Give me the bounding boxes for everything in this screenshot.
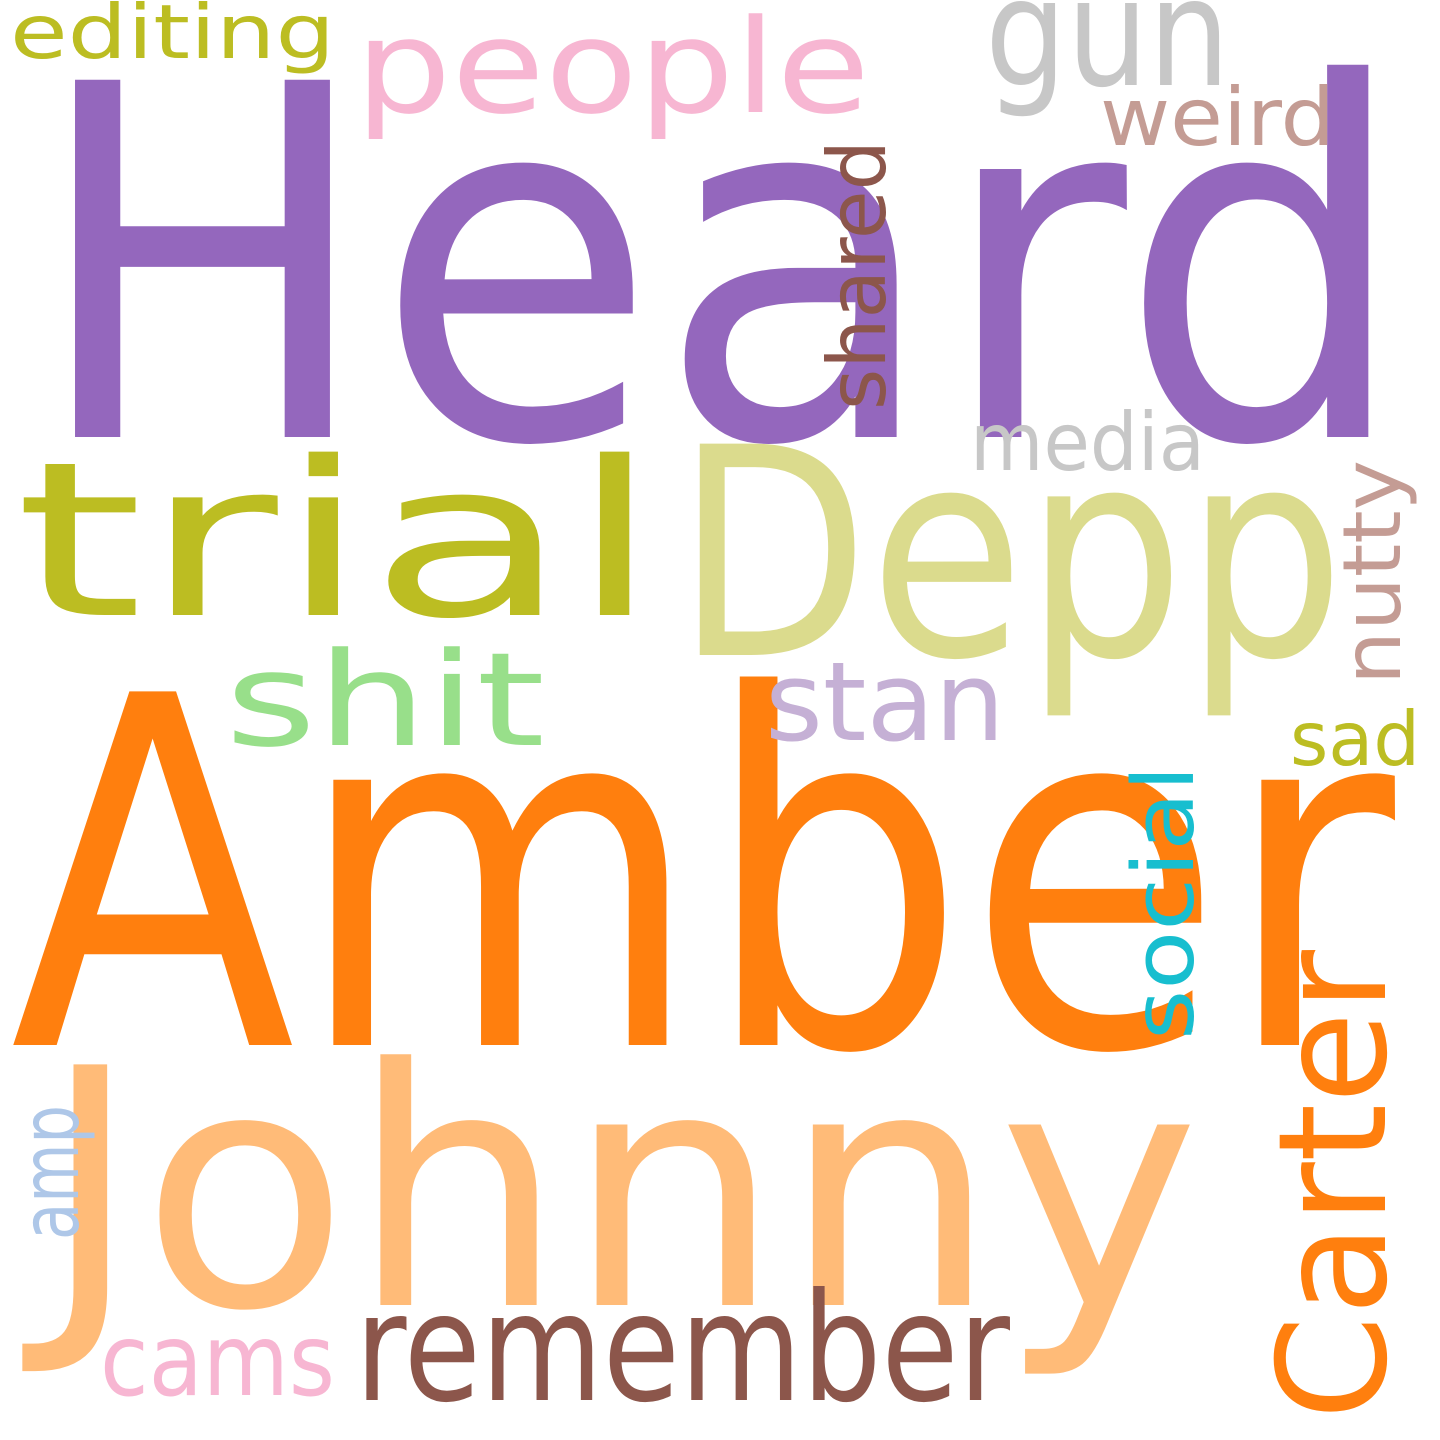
word: sad	[1290, 695, 1420, 783]
word: Depp	[675, 387, 1345, 724]
word: remember	[355, 1262, 1010, 1436]
word: editing	[10, 0, 335, 76]
word: Heard	[30, 0, 1410, 553]
word: amp	[4, 1105, 97, 1240]
word: Johnny	[19, 999, 1200, 1383]
word: Carter	[1247, 950, 1421, 1420]
word: shared	[811, 140, 904, 410]
word: people	[355, 0, 870, 143]
word: gun	[985, 0, 1230, 121]
word: trial	[15, 415, 660, 666]
word: stan	[765, 638, 1005, 766]
word: weird	[1100, 71, 1335, 164]
word: shit	[225, 624, 545, 776]
word: social	[1115, 765, 1214, 1040]
word: nutty	[1326, 460, 1419, 685]
word: media	[970, 396, 1205, 489]
word: Amber	[10, 596, 1399, 1160]
word: cams	[100, 1302, 335, 1419]
